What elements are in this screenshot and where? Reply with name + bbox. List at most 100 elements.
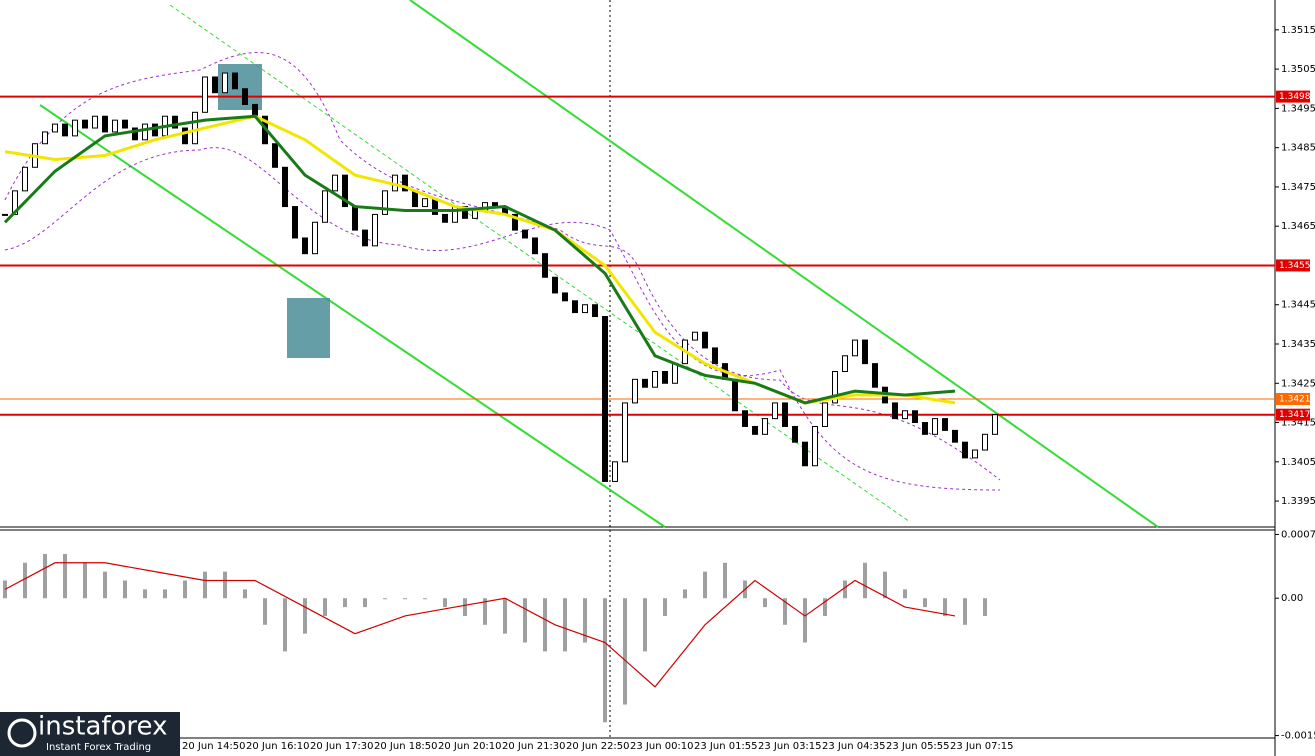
candle bbox=[942, 418, 948, 431]
ma_fast bbox=[3, 114, 956, 405]
level-label-box bbox=[1276, 392, 1310, 405]
candle bbox=[792, 425, 798, 443]
macd-bar bbox=[643, 598, 647, 652]
candle bbox=[992, 414, 998, 435]
candle bbox=[852, 339, 858, 357]
candle bbox=[702, 331, 708, 349]
level-label-box bbox=[1276, 408, 1310, 421]
macd-bar bbox=[83, 562, 87, 599]
candle bbox=[182, 127, 188, 145]
y-tick-label: 1.3495 bbox=[1281, 103, 1315, 114]
macd-bar bbox=[123, 580, 127, 599]
time-label: 23 Jun 00:10 bbox=[630, 741, 694, 752]
candle bbox=[112, 119, 118, 133]
macd-bar bbox=[43, 553, 47, 599]
time-label: 23 Jun 05:55 bbox=[886, 741, 950, 752]
macd-bar bbox=[403, 598, 407, 600]
candle bbox=[892, 402, 898, 420]
candle bbox=[612, 461, 618, 482]
candle bbox=[272, 143, 278, 168]
candle bbox=[302, 237, 308, 255]
candle bbox=[72, 119, 78, 137]
candle bbox=[222, 72, 228, 94]
y-tick-label: 1.3395 bbox=[1281, 496, 1315, 507]
candle bbox=[252, 103, 258, 117]
candle bbox=[622, 402, 628, 463]
macd-bar bbox=[603, 598, 607, 723]
y-tick-label: 1.3475 bbox=[1281, 182, 1315, 193]
candle bbox=[432, 198, 438, 215]
macd-bar bbox=[383, 598, 387, 600]
candle bbox=[872, 363, 878, 388]
macd-bar bbox=[243, 589, 247, 599]
candle bbox=[562, 292, 568, 302]
candle bbox=[642, 378, 648, 388]
macd-bar bbox=[523, 598, 527, 643]
candle bbox=[842, 355, 848, 372]
candle bbox=[982, 433, 988, 451]
macd-bar bbox=[923, 598, 927, 608]
candle bbox=[282, 166, 288, 208]
candle bbox=[402, 174, 408, 192]
candle bbox=[472, 209, 478, 219]
candle bbox=[62, 123, 68, 137]
signal-box bbox=[287, 298, 330, 358]
macd-tick-label: 0.00072 bbox=[1281, 529, 1315, 540]
macd-bar bbox=[963, 598, 967, 625]
macd-tick-label: -0.00155 bbox=[1281, 731, 1315, 742]
candle bbox=[592, 304, 598, 318]
candle bbox=[142, 123, 148, 141]
y-tick-label: 1.3515 bbox=[1281, 25, 1315, 36]
logo-box bbox=[0, 712, 180, 756]
candle bbox=[82, 119, 88, 129]
candle bbox=[542, 253, 548, 278]
candle bbox=[802, 441, 808, 467]
candle bbox=[732, 378, 738, 412]
macd-bar bbox=[103, 571, 107, 599]
macd-tick-label: 0.00 bbox=[1281, 593, 1303, 604]
level-label: 1.3498 bbox=[1279, 92, 1311, 102]
candle bbox=[342, 174, 348, 208]
candle bbox=[462, 206, 468, 219]
macd-bar bbox=[843, 580, 847, 599]
candle bbox=[522, 229, 528, 239]
channel-line bbox=[39, 104, 666, 528]
level-label: 1.3455 bbox=[1279, 261, 1311, 271]
candle bbox=[782, 402, 788, 427]
candle bbox=[292, 206, 298, 239]
candle bbox=[12, 190, 18, 215]
y-tick-label: 1.3435 bbox=[1281, 339, 1315, 350]
candle bbox=[572, 300, 578, 314]
macd-bar bbox=[363, 598, 367, 608]
y-tick-label: 1.3505 bbox=[1281, 64, 1315, 75]
candle bbox=[412, 190, 418, 208]
candle bbox=[552, 276, 558, 294]
candle bbox=[652, 370, 658, 388]
candle bbox=[92, 115, 98, 129]
candle bbox=[242, 88, 248, 105]
y-tick-label: 1.3425 bbox=[1281, 378, 1315, 389]
candle bbox=[602, 316, 608, 482]
macd-bar bbox=[463, 598, 467, 616]
candle bbox=[382, 190, 388, 215]
macd-bar bbox=[563, 598, 567, 652]
level-label: 1.3417 bbox=[1279, 410, 1311, 420]
candle bbox=[202, 76, 208, 113]
y-tick-label: 1.3415 bbox=[1281, 418, 1315, 429]
y-tick-label: 1.3465 bbox=[1281, 221, 1315, 232]
macd-bar bbox=[143, 589, 147, 599]
candle bbox=[692, 331, 698, 341]
macd-bar bbox=[323, 598, 327, 616]
candle bbox=[662, 370, 668, 384]
time-label: 20 Jun 21:30 bbox=[502, 741, 566, 752]
macd-bar bbox=[423, 598, 427, 600]
candle bbox=[632, 378, 638, 404]
candle bbox=[672, 363, 678, 384]
macd-bar bbox=[503, 598, 507, 634]
candle bbox=[152, 123, 158, 137]
candle bbox=[22, 166, 28, 192]
candle bbox=[362, 229, 368, 247]
y-tick-label: 1.3485 bbox=[1281, 143, 1315, 154]
macd-bar bbox=[283, 598, 287, 652]
